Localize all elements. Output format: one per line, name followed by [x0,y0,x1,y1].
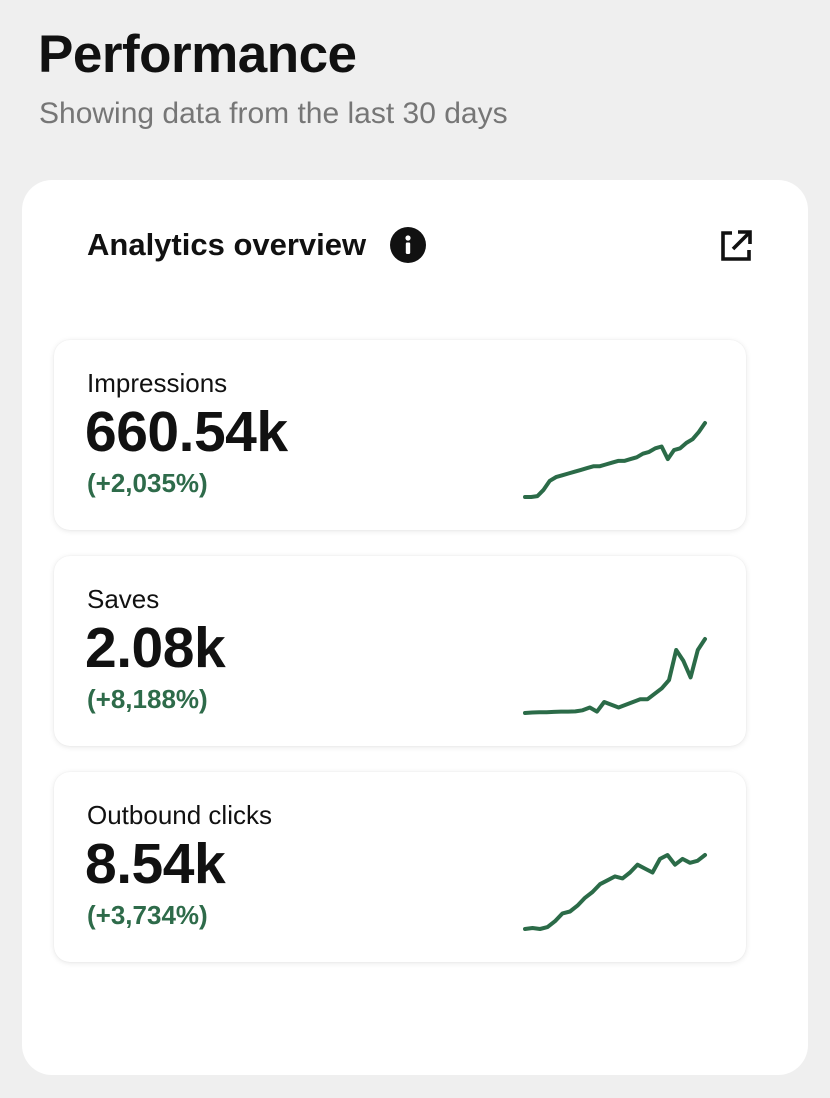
sparkline-chart [523,637,707,715]
metric-change: (+2,035%) [87,468,208,498]
page-title: Performance [38,25,357,84]
metric-value: 660.54k [85,400,288,464]
external-link-icon[interactable] [718,228,754,264]
card-header: Analytics overview [87,226,427,263]
sparkline-line [523,853,707,931]
metric-value: 8.54k [85,832,226,896]
info-icon[interactable] [390,226,427,263]
metric-change: (+8,188%) [87,684,208,714]
metric-label: Impressions [87,368,228,398]
metric-label: Outbound clicks [87,800,272,830]
sparkline-line [523,637,707,715]
sparkline-line [523,421,707,499]
metric-change: (+3,734%) [87,900,208,930]
metric-card-outbound-clicks[interactable]: Outbound clicks 8.54k (+3,734%) [54,772,746,962]
sparkline-chart [523,421,707,499]
analytics-overview-card: Analytics overview Impressions 660.54k (… [22,180,808,1075]
metric-card-impressions[interactable]: Impressions 660.54k (+2,035%) [54,340,746,530]
page-subtitle: Showing data from the last 30 days [39,97,508,130]
metric-value: 2.08k [85,616,226,680]
metric-label: Saves [87,584,160,614]
metric-card-saves[interactable]: Saves 2.08k (+8,188%) [54,556,746,746]
card-title: Analytics overview [87,227,367,262]
sparkline-chart [523,853,707,931]
